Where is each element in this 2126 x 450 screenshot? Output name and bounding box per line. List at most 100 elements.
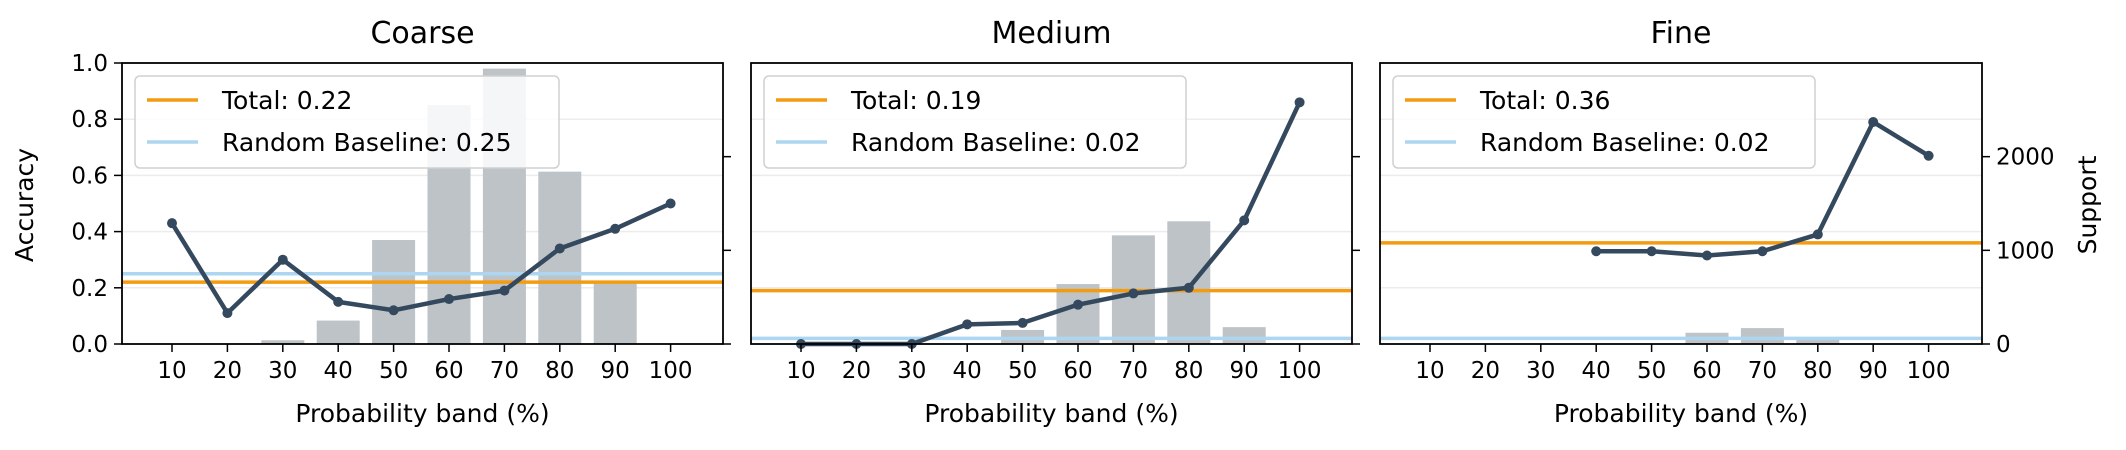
accuracy-point [1812, 229, 1823, 240]
support-bar [261, 340, 305, 344]
x-tick-label: 40 [1582, 358, 1611, 384]
support-bar [1056, 284, 1100, 344]
axes-frame [750, 62, 1353, 345]
x-tick-label: 50 [379, 358, 408, 384]
x-tick-label: 100 [1278, 358, 1322, 384]
legend-box [1392, 75, 1816, 169]
y-tick-label: 0.4 [71, 220, 108, 246]
x-axis-label: Probability band (%) [924, 399, 1178, 428]
accuracy-point [1128, 288, 1139, 299]
support-tick-label: 1000 [1996, 238, 2055, 264]
legend-label-total: Total: 0.22 [221, 86, 352, 115]
support-bar [1167, 221, 1211, 344]
support-bar [1740, 328, 1784, 344]
accuracy-point [610, 223, 621, 234]
x-axis-label: Probability band (%) [295, 399, 549, 428]
legend-label-random: Random Baseline: 0.02 [1480, 128, 1769, 157]
accuracy-point [1239, 215, 1250, 226]
accuracy-point [1757, 246, 1768, 257]
accuracy-point [1702, 250, 1712, 261]
accuracy-point [333, 296, 344, 307]
x-tick-label: 100 [1907, 358, 1951, 384]
legend-label-random: Random Baseline: 0.25 [222, 128, 511, 157]
axes-frame [1379, 62, 1983, 345]
x-tick-label: 20 [842, 358, 871, 384]
y-tick-label: 0.0 [71, 332, 108, 358]
y-tick-label: 1.0 [71, 51, 108, 77]
support-bar [593, 281, 637, 344]
x-tick-label: 80 [545, 358, 574, 384]
support-bar [372, 240, 416, 344]
accuracy-point [1646, 246, 1657, 257]
accuracy-point [1183, 282, 1194, 293]
accuracy-line [170, 201, 672, 316]
x-tick-label: 90 [1859, 358, 1888, 384]
accuracy-point [1868, 117, 1879, 128]
y-axis-label-accuracy: Accuracy [10, 148, 39, 262]
panel-coarse: 10 20 30 40 50 60 70 80 90 100 Probability band (%… [71, 16, 731, 428]
x-tick-label: 70 [490, 358, 519, 384]
support-bar [1796, 338, 1840, 344]
x-tick-label: 50 [1008, 358, 1037, 384]
x-tick-label: 70 [1748, 358, 1777, 384]
y-tick-label: 0.2 [71, 276, 108, 302]
x-tick-label: 90 [601, 358, 630, 384]
legend-label-total: Total: 0.19 [850, 86, 981, 115]
x-tick-label: 60 [434, 358, 463, 384]
panel-title: Fine [1651, 16, 1712, 51]
support-tick-label: 2000 [1996, 145, 2055, 171]
x-tick-label: 30 [1526, 358, 1555, 384]
legend: Total: 0.19 Random Baseline: 0.02 [763, 75, 1187, 169]
x-tick-label: 100 [649, 358, 693, 384]
x-tick-label: 40 [324, 358, 353, 384]
accuracy-point [499, 285, 510, 296]
support-bar [1222, 327, 1266, 344]
x-tick-label: 90 [1230, 358, 1259, 384]
x-tick-label: 60 [1063, 358, 1092, 384]
legend-label-random: Random Baseline: 0.02 [851, 128, 1140, 157]
y-tick-label: 0.6 [71, 163, 108, 189]
legend-label-total: Total: 0.36 [1479, 86, 1610, 115]
accuracy-point [1591, 246, 1602, 257]
legend-box [763, 75, 1187, 169]
panel-title: Coarse [370, 16, 474, 51]
x-tick-label: 80 [1803, 358, 1832, 384]
legend: Total: 0.36 Random Baseline: 0.02 [1392, 75, 1816, 169]
accuracy-point [1017, 317, 1028, 328]
accuracy-point [222, 308, 233, 319]
accuracy-point [665, 198, 676, 209]
y-tick-label: 0.8 [71, 107, 108, 133]
x-tick-label: 20 [1471, 358, 1500, 384]
x-tick-label: 50 [1637, 358, 1666, 384]
x-tick-label: 10 [786, 358, 815, 384]
accuracy-point [277, 254, 288, 265]
x-axis-label: Probability band (%) [1554, 399, 1808, 428]
legend-box [134, 75, 560, 169]
x-tick-label: 60 [1692, 358, 1721, 384]
accuracy-point [1073, 299, 1083, 310]
accuracy-point [444, 294, 454, 305]
x-tick-label: 40 [953, 358, 982, 384]
accuracy-point [554, 243, 565, 254]
x-tick-label: 30 [897, 358, 926, 384]
y-axis-label-support: Support [2073, 155, 2102, 254]
accuracy-point [962, 319, 973, 330]
x-tick-label: 80 [1174, 358, 1203, 384]
accuracy-point [1294, 97, 1305, 108]
accuracy-point [1923, 150, 1934, 161]
support-tick-label: 0 [1996, 332, 2011, 358]
x-tick-label: 20 [213, 358, 242, 384]
x-tick-label: 10 [157, 358, 186, 384]
x-tick-label: 10 [1415, 358, 1444, 384]
panel-title: Medium [992, 16, 1112, 51]
accuracy-point [167, 218, 177, 229]
x-tick-label: 70 [1119, 358, 1148, 384]
legend: Total: 0.22 Random Baseline: 0.25 [134, 75, 560, 169]
accuracy-point [388, 305, 399, 316]
panel-fine: 10 20 30 40 50 60 70 80 90 100 Probability band (%… [1379, 16, 2055, 428]
axes-frame [121, 62, 724, 345]
support-bar [316, 320, 360, 344]
panel-medium: 10 20 30 40 50 60 70 80 90 100 Probability band (%… [750, 16, 1360, 428]
x-tick-label: 30 [268, 358, 297, 384]
